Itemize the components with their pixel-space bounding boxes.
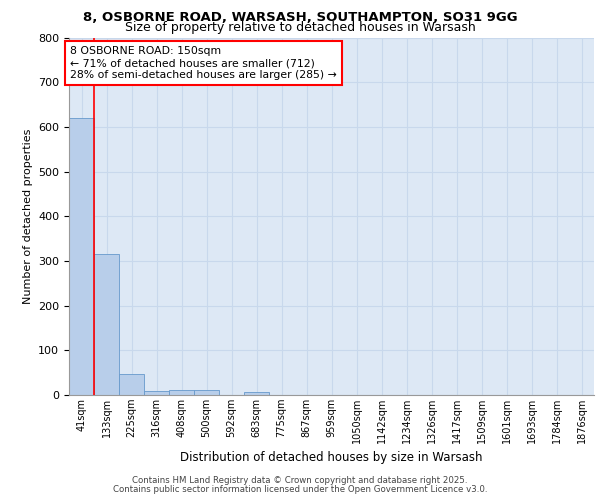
Bar [69, 118, 94, 395]
Text: Size of property relative to detached houses in Warsash: Size of property relative to detached ho… [125, 22, 475, 35]
X-axis label: Distribution of detached houses by size in Warsash: Distribution of detached houses by size … [180, 452, 483, 464]
Bar [119, 374, 144, 395]
Bar [194, 390, 219, 395]
Y-axis label: Number of detached properties: Number of detached properties [23, 128, 32, 304]
Bar [169, 390, 194, 395]
Bar [94, 254, 119, 395]
Text: 8, OSBORNE ROAD, WARSASH, SOUTHAMPTON, SO31 9GG: 8, OSBORNE ROAD, WARSASH, SOUTHAMPTON, S… [83, 11, 517, 24]
Bar [244, 392, 269, 395]
Text: Contains HM Land Registry data © Crown copyright and database right 2025.: Contains HM Land Registry data © Crown c… [132, 476, 468, 485]
Text: Contains public sector information licensed under the Open Government Licence v3: Contains public sector information licen… [113, 484, 487, 494]
Bar [144, 390, 169, 395]
Text: 8 OSBORNE ROAD: 150sqm
← 71% of detached houses are smaller (712)
28% of semi-de: 8 OSBORNE ROAD: 150sqm ← 71% of detached… [70, 46, 337, 80]
